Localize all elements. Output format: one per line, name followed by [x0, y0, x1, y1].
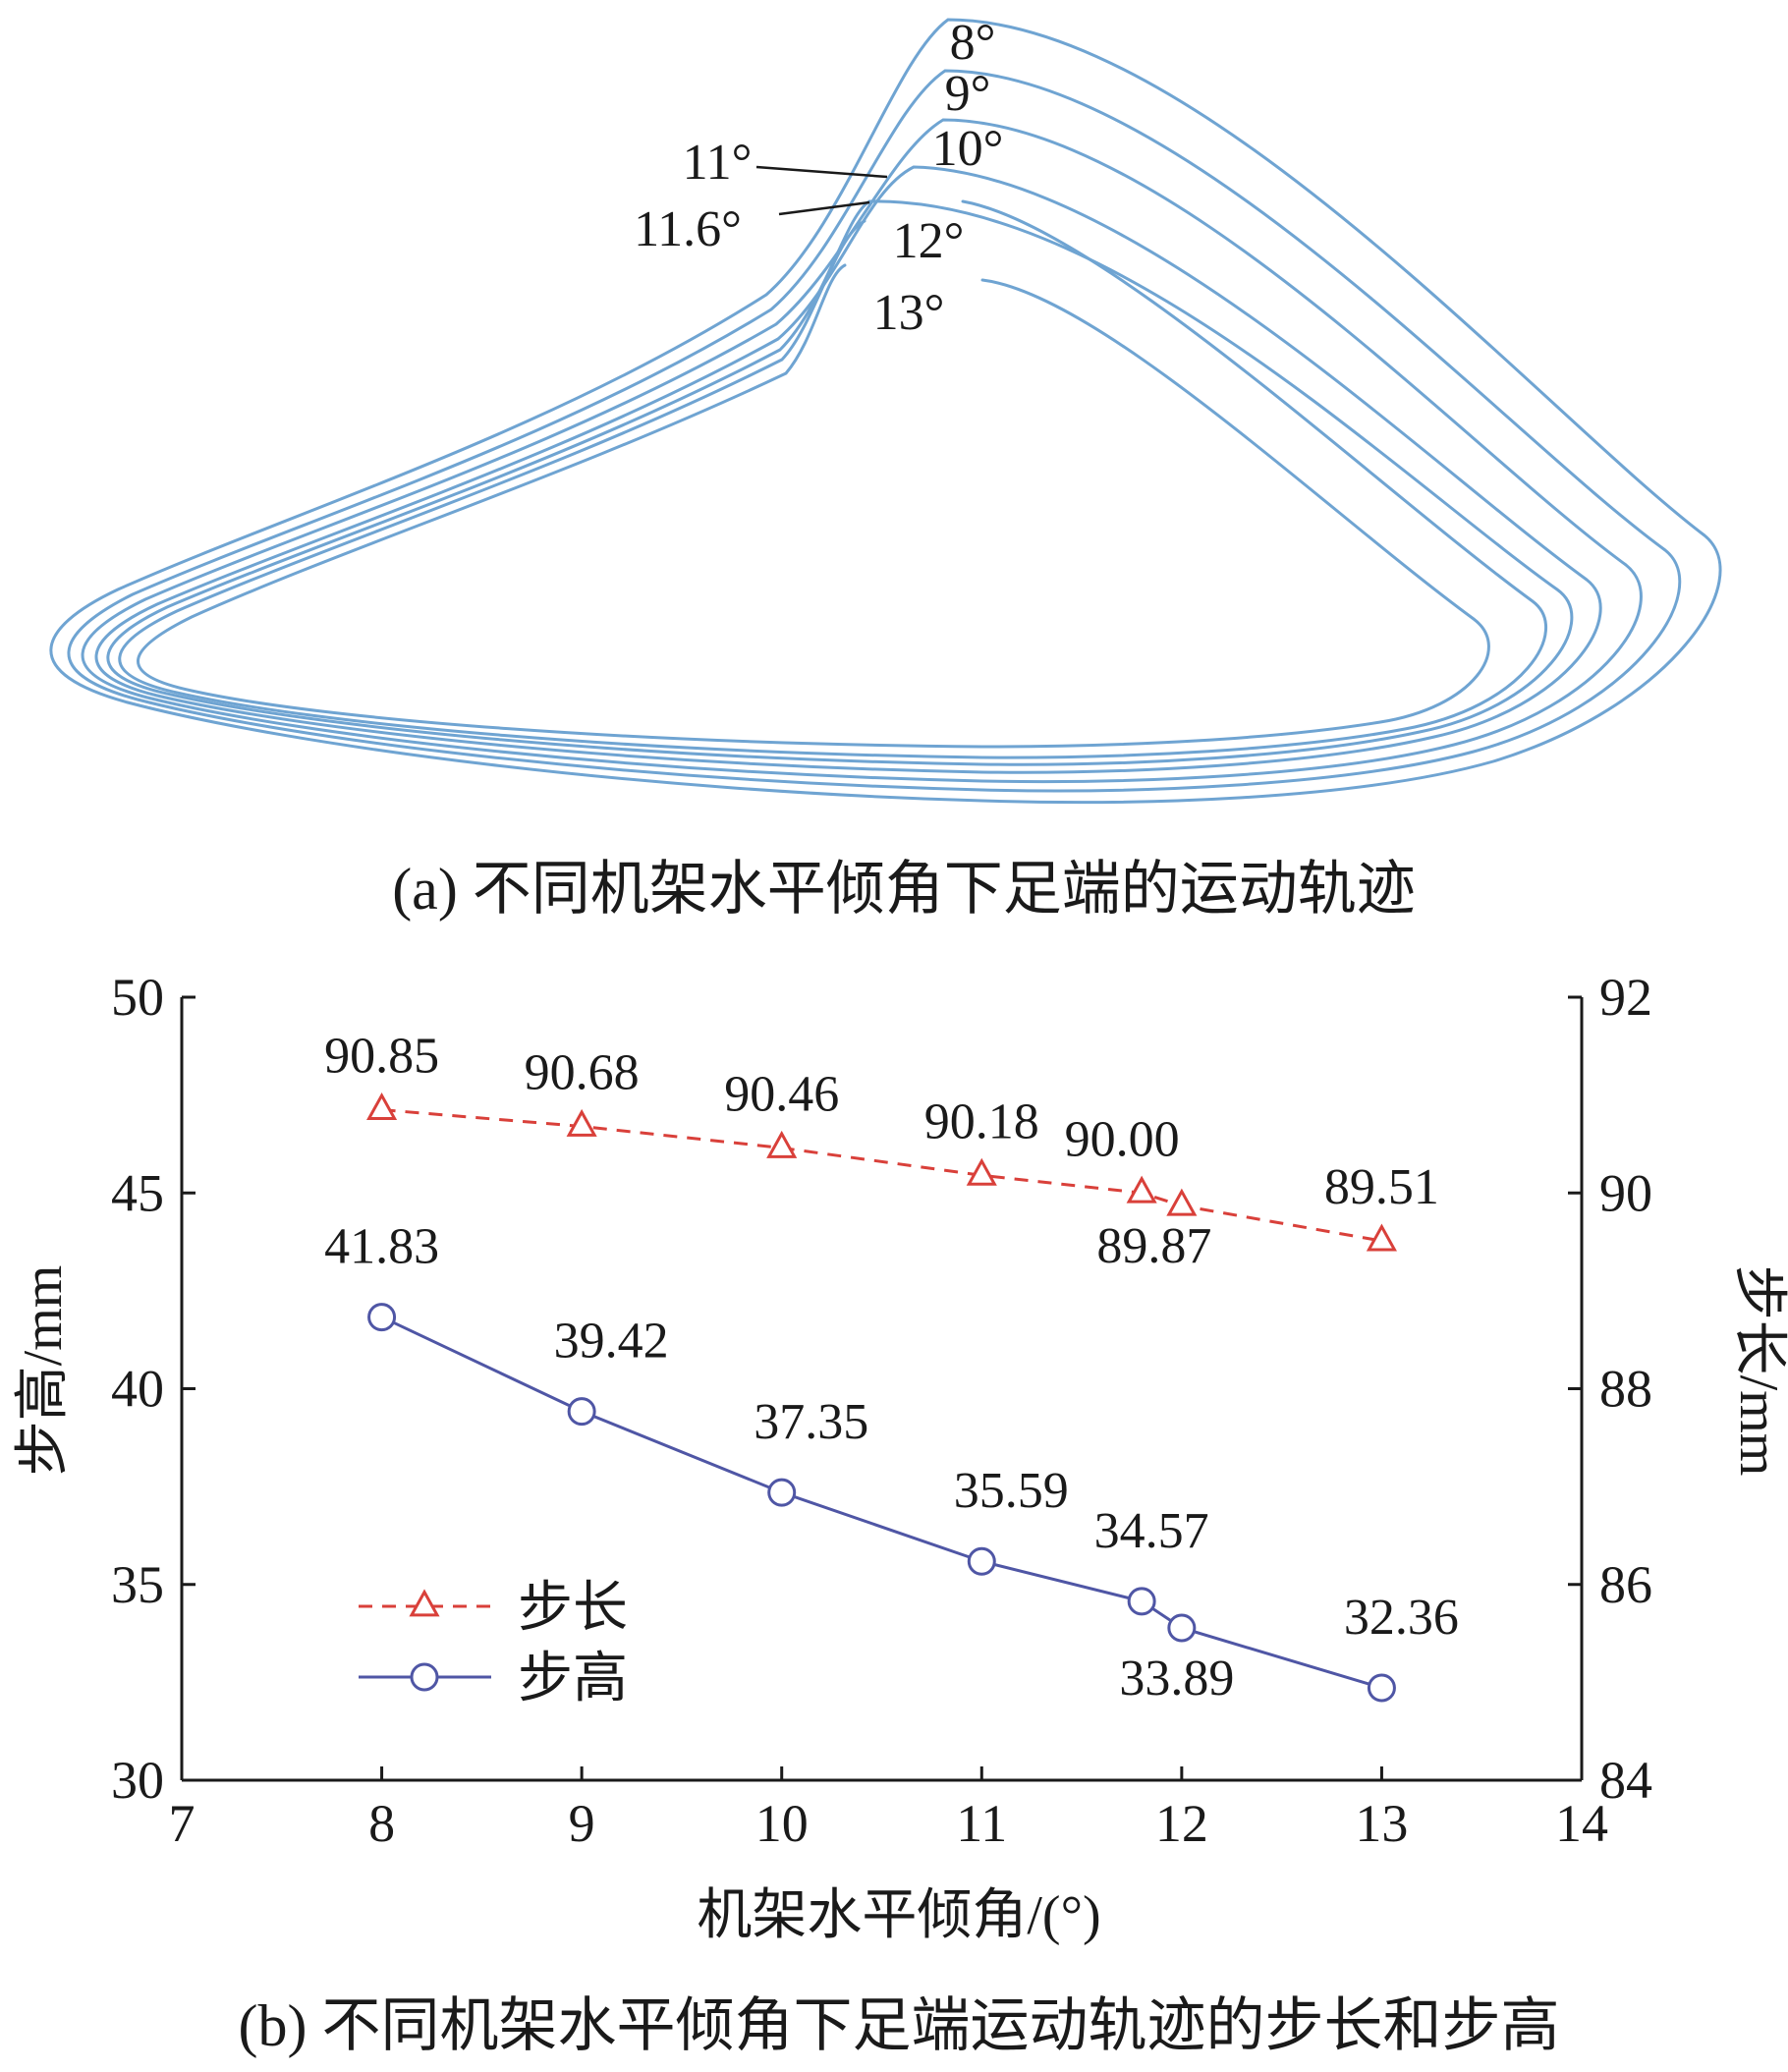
label-step-length: 89.51: [1324, 1159, 1439, 1215]
y-tick-label-left: 45: [111, 1163, 164, 1222]
point-step-height: [367, 1303, 397, 1332]
label-step-height: 39.42: [554, 1314, 669, 1370]
x-tick-label: 14: [1555, 1794, 1608, 1853]
label-step-length: 90.85: [324, 1029, 439, 1085]
trajectory-11: [94, 165, 1602, 774]
point-step-height: [1167, 1613, 1197, 1643]
step-chart: 7 8 9 10 11 12 13 14 30 35 40 45 50 84 86 88 90 92 90.85 9…: [111, 968, 1652, 1853]
point-step-length: [1166, 1188, 1198, 1216]
series-line-step-length: [381, 1108, 1382, 1243]
y-tick-label-right: 84: [1599, 1751, 1652, 1810]
trajectory-9: [67, 69, 1682, 793]
point-step-height: [1367, 1673, 1396, 1703]
label-step-length: 89.87: [1096, 1218, 1211, 1274]
x-axis-label: 机架水平倾角/(°): [697, 1885, 1100, 1946]
y-tick-label-right: 86: [1599, 1555, 1652, 1614]
trajectory-panel: [49, 18, 1722, 805]
label-step-length: 90.00: [1065, 1111, 1180, 1167]
y-tick-label-left: 35: [111, 1555, 164, 1614]
x-tick-label: 9: [569, 1794, 595, 1853]
y-tick-label-right: 90: [1599, 1163, 1652, 1222]
trajectory-label-11-6: 11.6°: [634, 201, 742, 257]
y-tick-label-right: 88: [1599, 1360, 1652, 1419]
x-tick-label: 12: [1155, 1794, 1208, 1853]
label-step-length: 90.68: [525, 1045, 640, 1101]
point-step-length: [966, 1157, 997, 1186]
label-step-length: 90.18: [924, 1093, 1039, 1149]
point-step-height: [1127, 1587, 1156, 1616]
trajectory-label-9: 9°: [945, 66, 991, 122]
x-tick-label: 7: [169, 1794, 196, 1853]
point-step-length: [1126, 1175, 1157, 1204]
x-tick-label: 8: [368, 1794, 395, 1853]
legend-label: 步高: [518, 1649, 628, 1709]
trajectory-label-12: 12°: [893, 213, 965, 269]
x-tick-label: 11: [956, 1794, 1007, 1853]
leader-line-11: [755, 165, 888, 179]
point-step-length: [766, 1130, 798, 1158]
trajectory-label-11: 11°: [683, 135, 753, 191]
point-step-height: [567, 1397, 596, 1427]
trajectory-label-8: 8°: [950, 15, 996, 71]
panel-a-caption: (a) 不同机架水平倾角下足端的运动轨迹: [392, 857, 1416, 922]
label-step-height: 41.83: [324, 1219, 439, 1275]
trajectory-8: [49, 18, 1722, 805]
point-step-length: [366, 1092, 398, 1120]
legend-marker-triangle: [409, 1589, 440, 1617]
trajectory-12: [118, 199, 1548, 759]
legend-marker-circle: [410, 1662, 439, 1692]
point-step-height: [767, 1478, 797, 1507]
y-tick-label-left: 40: [111, 1360, 164, 1419]
label-step-height: 35.59: [954, 1463, 1069, 1519]
label-step-height: 37.35: [754, 1394, 868, 1450]
legend-label: 步长: [518, 1578, 628, 1639]
label-step-height: 32.36: [1344, 1590, 1459, 1646]
trajectory-13: [137, 263, 1490, 749]
trajectory-11-6: [106, 199, 1574, 766]
y-axis-label-left: 步高/mm: [13, 1265, 74, 1477]
y-tick-label-right: 92: [1599, 968, 1652, 1027]
label-step-height: 34.57: [1094, 1503, 1209, 1559]
trajectory-label-10: 10°: [932, 121, 1004, 177]
point-step-length: [1366, 1223, 1397, 1252]
y-axis-label-right: 步长/mm: [1728, 1265, 1788, 1477]
x-tick-label: 10: [755, 1794, 809, 1853]
trajectory-label-13: 13°: [873, 285, 945, 341]
x-tick-label: 13: [1355, 1794, 1408, 1853]
trajectory-10: [81, 118, 1643, 784]
point-step-height: [967, 1546, 996, 1576]
y-tick-label-left: 30: [111, 1751, 164, 1810]
panel-b-caption: (b) 不同机架水平倾角下足端运动轨迹的步长和步高: [239, 1993, 1560, 2058]
leader-line-11-6: [778, 200, 870, 216]
point-step-length: [566, 1108, 597, 1137]
y-tick-label-left: 50: [111, 968, 164, 1027]
label-step-length: 90.46: [724, 1066, 839, 1122]
label-step-height: 33.89: [1119, 1651, 1234, 1707]
